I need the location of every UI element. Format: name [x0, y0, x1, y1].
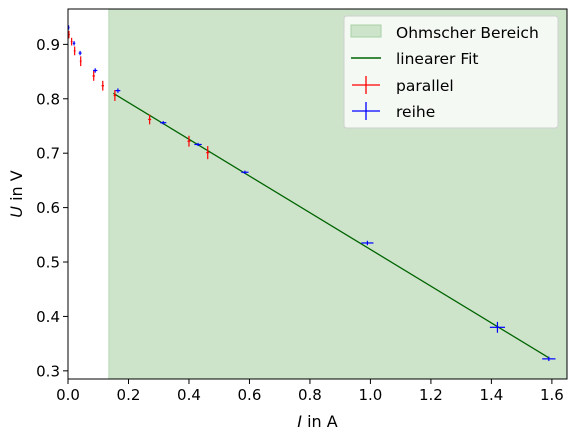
- y-tick-label: 0.5: [36, 254, 60, 272]
- legend-label-fit: linearer Fit: [396, 50, 479, 68]
- x-tick-label: 1.0: [358, 386, 382, 404]
- point-parallel-9: [187, 135, 191, 147]
- x-tick-label: 1.6: [540, 386, 564, 404]
- x-tick-label: 0.4: [177, 386, 201, 404]
- y-tick-label: 0.6: [36, 199, 60, 217]
- x-axis-label-var: I: [297, 412, 302, 431]
- point-reihe-5: [115, 88, 121, 93]
- point-parallel-6: [101, 80, 104, 91]
- legend-parallel-swatch: [352, 76, 380, 94]
- y-tick-label: 0.7: [36, 145, 60, 163]
- legend-region-swatch: [350, 24, 382, 38]
- point-reihe-6: [160, 121, 167, 125]
- y-axis-label: U in V: [7, 170, 26, 217]
- point-reihe-9: [361, 240, 374, 246]
- y-tick-label: 0.3: [36, 362, 60, 380]
- point-parallel-5: [92, 71, 95, 81]
- x-tick-label: 0.8: [298, 386, 322, 404]
- legend-box: [343, 15, 559, 129]
- legend: Ohmscher Bereich linearer Fit parallel r…: [343, 15, 559, 129]
- point-reihe-11: [542, 356, 556, 362]
- axes: 0.0 0.2 0.4 0.6 0.8 1.0 1.2 1.4 1.6 0.3 0.4 0.5 0.6 0…: [36, 8, 568, 404]
- point-parallel-4: [79, 56, 82, 67]
- x-axis-label-unit: in A: [302, 412, 338, 431]
- point-reihe-8: [241, 170, 249, 174]
- x-tick-label: 1.2: [419, 386, 443, 404]
- point-parallel-10: [206, 146, 210, 160]
- legend-label-reihe: reihe: [396, 103, 435, 121]
- y-axis-label-var: U: [7, 206, 26, 218]
- y-tick-label: 0.9: [36, 36, 60, 54]
- legend-label-parallel: parallel: [396, 77, 454, 95]
- y-tick-label: 0.8: [36, 90, 60, 108]
- point-reihe-7: [194, 142, 202, 147]
- x-tick-label: 0.6: [238, 386, 262, 404]
- legend-label-region: Ohmscher Bereich: [396, 24, 539, 42]
- point-reihe-2: [72, 41, 76, 46]
- legend-reihe-swatch: [352, 102, 380, 120]
- axes-frame: [67, 8, 568, 380]
- series-reihe: [67, 25, 556, 362]
- point-reihe-4: [93, 68, 98, 73]
- x-tick-label: 1.4: [479, 386, 503, 404]
- point-parallel-3: [73, 46, 76, 56]
- y-axis-label-unit: in V: [7, 170, 26, 206]
- point-reihe-10: [489, 321, 506, 333]
- x-axis-label: I in A: [297, 412, 337, 431]
- point-reihe-3: [78, 50, 82, 56]
- point-parallel-2: [70, 37, 73, 46]
- point-parallel-7: [113, 90, 117, 101]
- y-tick-label: 0.4: [36, 308, 60, 326]
- point-parallel-8: [148, 114, 152, 125]
- linearer-fit-line: [113, 92, 550, 359]
- x-tick-label: 0.0: [56, 386, 80, 404]
- x-tick-label: 0.2: [117, 386, 141, 404]
